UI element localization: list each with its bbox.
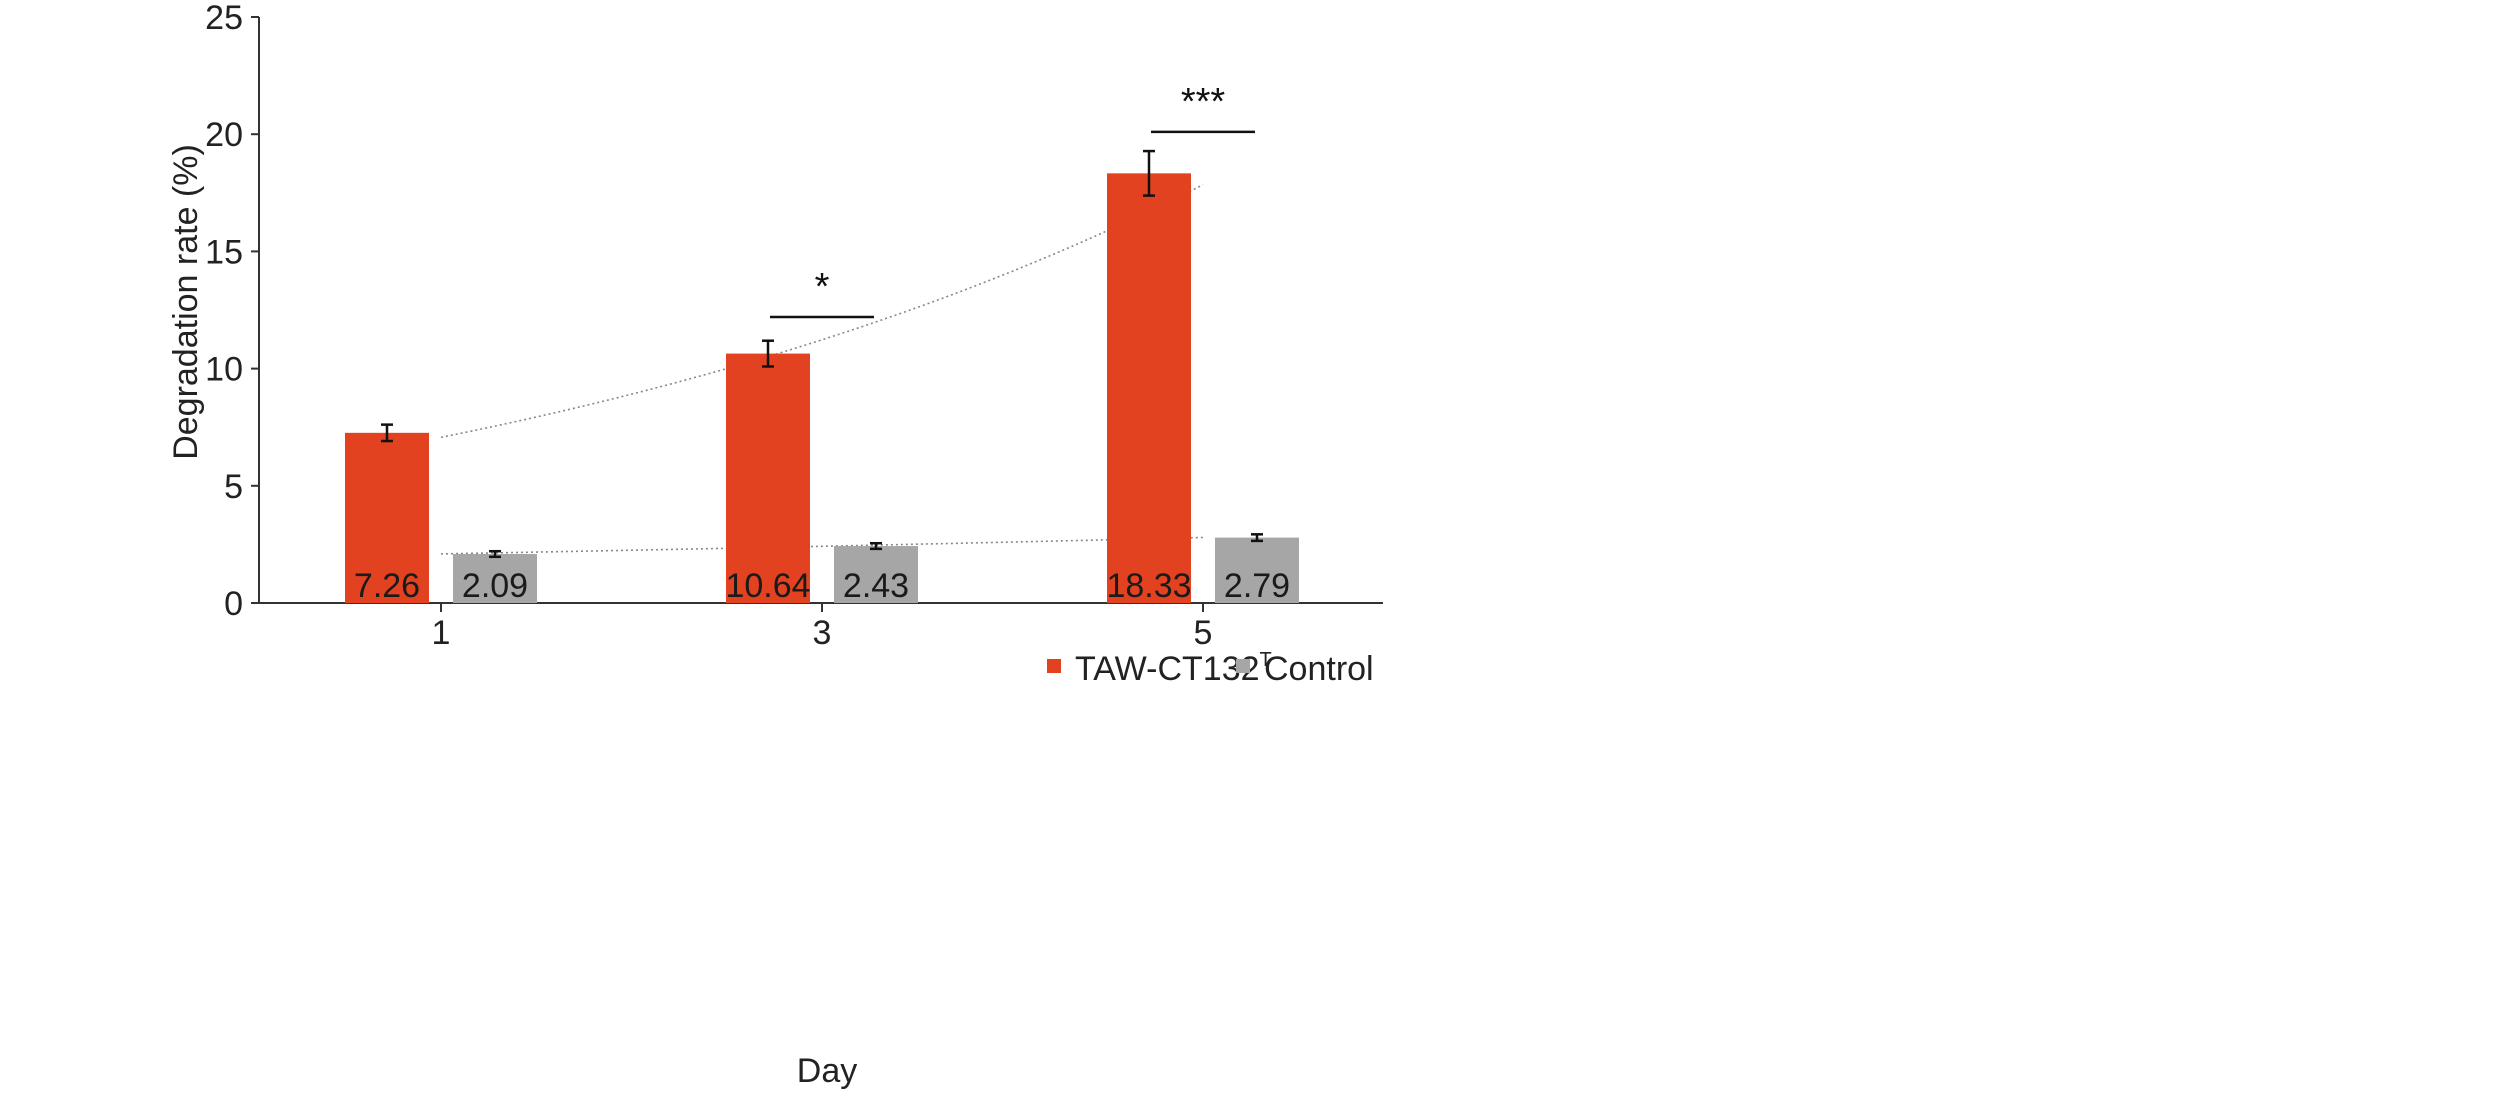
trendline-control [440,536,1204,555]
x-tick-label: 5 [1194,614,1213,652]
y-tick-label: 25 [205,0,243,37]
bar-control-1 [453,554,537,603]
data-label: 7.26 [354,567,420,605]
trendlines [440,184,1204,555]
data-label: 2.79 [1224,567,1290,605]
significance-label: * [815,266,830,308]
trendline-taw-ct132 [440,184,1204,439]
y-tick-label: 0 [224,585,243,623]
significance-label: *** [1181,81,1226,123]
data-label: 10.64 [725,567,810,605]
x-tick-label: 1 [432,614,451,652]
legend: TAW-CT132T Control [1047,649,1374,688]
y-tick-label: 20 [205,116,243,154]
legend-swatch-taw-ct132 [1047,659,1061,673]
y-tick-label: 10 [205,351,243,389]
data-label: 2.43 [843,567,909,605]
significance-annotations: **** [770,81,1255,319]
x-axis-title: Day [797,1052,857,1090]
legend-swatch-control [1236,659,1250,673]
bars [345,173,1299,604]
legend-label-control: Control [1264,650,1374,688]
y-tick-label: 15 [205,233,243,271]
data-label: 18.33 [1106,567,1191,605]
error-bars [381,149,1263,559]
bar-control-5 [1215,537,1299,603]
bar-taw-ct132-5 [1107,173,1191,604]
data-label: 2.09 [462,567,528,605]
x-tick-label: 3 [813,614,832,652]
data-labels: 7.26 10.64 18.33 2.09 2.43 2.79 [354,567,1290,605]
legend-label-taw-ct132: TAW-CT132T [1075,649,1272,688]
y-axis-title: Degradation rate (%) [167,144,205,460]
y-tick-label: 5 [224,468,243,506]
bar-control-3 [834,546,918,603]
axes: 0 5 10 15 20 25 1 3 5 [205,0,1383,652]
bar-taw-ct132-3 [726,353,810,603]
bar-taw-ct132-1 [345,432,429,603]
